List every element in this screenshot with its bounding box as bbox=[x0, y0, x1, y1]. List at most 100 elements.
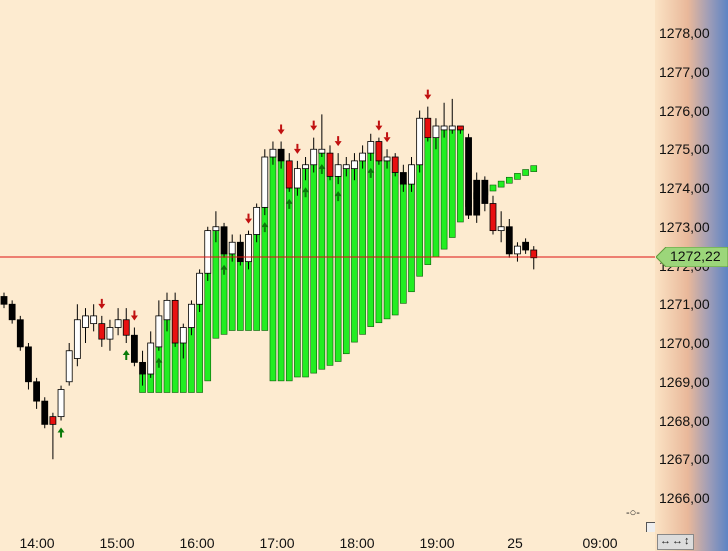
y-tick-label: 1273,00 bbox=[659, 218, 710, 235]
candle-body bbox=[375, 141, 383, 162]
sell-arrow bbox=[245, 213, 252, 224]
y-tick-label: 1266,00 bbox=[659, 490, 710, 506]
candle-body bbox=[408, 164, 415, 185]
candle-body bbox=[65, 350, 73, 383]
trail-stop-bar bbox=[383, 160, 391, 320]
x-tick-label: 18:00 bbox=[339, 535, 375, 551]
trail-stop-bar bbox=[448, 129, 456, 238]
sell-arrow bbox=[310, 120, 318, 131]
trail-stop-bar bbox=[334, 176, 342, 362]
candle-body bbox=[514, 245, 521, 255]
candle-body bbox=[41, 400, 49, 425]
y-tick-label: 1270,00 bbox=[659, 335, 710, 351]
candle-body bbox=[326, 152, 334, 177]
candle-body bbox=[359, 152, 367, 162]
trail-stop-bar bbox=[367, 152, 375, 327]
x-tick-label: 15:00 bbox=[99, 535, 135, 551]
candle-body bbox=[383, 156, 391, 162]
buy-arrow bbox=[220, 264, 228, 275]
trail-stop-bar bbox=[277, 160, 285, 382]
candle-body bbox=[522, 241, 529, 251]
candle-body bbox=[489, 203, 497, 232]
price-axis[interactable]: 1266,00 1267,00 1268,00 1269,00 1270,00 1271,… bbox=[655, 0, 728, 551]
trail-stop-bar bbox=[285, 187, 293, 382]
candle-body bbox=[351, 160, 358, 170]
candle-body bbox=[293, 168, 301, 189]
trail-stop-bar bbox=[351, 168, 358, 343]
trail-stop-bar bbox=[457, 129, 464, 223]
candle-body bbox=[147, 342, 155, 375]
candle-body bbox=[391, 156, 399, 173]
candle-body bbox=[155, 315, 163, 348]
candle-body bbox=[497, 226, 505, 232]
candle-body bbox=[253, 206, 261, 235]
buy-arrow bbox=[285, 198, 293, 209]
last-price-label: 1272,22 bbox=[670, 247, 721, 264]
trail-stop-bar bbox=[408, 183, 415, 293]
candle-body bbox=[0, 296, 8, 305]
candle-body bbox=[277, 148, 285, 162]
candle-body bbox=[90, 315, 98, 325]
trail-stop-bar bbox=[505, 176, 513, 184]
x-tick-label: 14:00 bbox=[19, 535, 55, 551]
candle-body bbox=[98, 323, 106, 340]
candle-body bbox=[448, 125, 456, 131]
candle-body bbox=[473, 179, 481, 216]
x-tick-label: 25 bbox=[507, 535, 523, 551]
candle-body bbox=[130, 334, 138, 363]
y-tick-label: 1275,00 bbox=[659, 141, 710, 158]
x-tick-label: 17:00 bbox=[259, 535, 295, 551]
candle-body bbox=[334, 164, 342, 177]
candle-body bbox=[228, 241, 236, 255]
trail-stop-bar bbox=[375, 160, 383, 324]
candle-body bbox=[285, 160, 293, 189]
candle-body bbox=[310, 148, 318, 166]
trail-stop-bar bbox=[237, 261, 244, 331]
candle-body bbox=[114, 319, 122, 328]
trail-stop-bar bbox=[310, 164, 318, 374]
sell-arrow bbox=[383, 132, 391, 143]
chart-link-icon[interactable]: -○- bbox=[626, 507, 640, 519]
candle-body bbox=[399, 172, 407, 185]
sell-arrow bbox=[293, 143, 301, 154]
candle-body bbox=[179, 327, 187, 344]
y-tick-label: 1274,00 bbox=[659, 180, 710, 196]
trail-stop-bar bbox=[269, 156, 277, 382]
trail-stop-bar bbox=[424, 137, 432, 265]
sell-arrow bbox=[98, 298, 106, 309]
trail-stop-bar bbox=[489, 184, 497, 192]
trail-stop-bar bbox=[204, 272, 212, 382]
chart-plot-area[interactable]: -○- bbox=[0, 0, 657, 533]
buy-arrow bbox=[122, 350, 130, 360]
candle-body bbox=[73, 319, 81, 359]
axis-scroll-buttons[interactable]: ↔↔↕ bbox=[657, 534, 694, 550]
candle-body bbox=[245, 234, 252, 263]
trail-stop-bar bbox=[318, 152, 326, 370]
trail-stop-bar bbox=[359, 160, 366, 335]
candle-body bbox=[25, 346, 32, 383]
trail-stop-bar bbox=[391, 172, 399, 316]
y-tick-label: 1267,00 bbox=[659, 451, 710, 468]
candle-body bbox=[302, 164, 309, 170]
trail-stop-bar bbox=[171, 342, 179, 393]
last-price-tag: 1272,22 bbox=[656, 246, 728, 267]
trail-stop-bar bbox=[342, 168, 350, 355]
x-tick-label: 16:00 bbox=[179, 535, 215, 551]
trail-stop-bar bbox=[530, 165, 538, 172]
candle-body bbox=[122, 319, 130, 336]
candle-body bbox=[342, 164, 350, 170]
time-axis[interactable]: 14:00 15:00 16:00 17:00 18:00 19:00 25 09:00 bbox=[0, 532, 655, 551]
trail-stop-bar bbox=[440, 129, 448, 250]
x-tick-label: 19:00 bbox=[419, 535, 455, 551]
x-tick-label: 09:00 bbox=[582, 535, 618, 551]
candle-body bbox=[57, 389, 65, 418]
candlestick-chart bbox=[0, 89, 655, 460]
buy-arrow bbox=[57, 427, 65, 438]
trail-stop-bar bbox=[522, 169, 529, 176]
buy-arrow bbox=[367, 167, 375, 178]
trail-stop-bar bbox=[212, 230, 220, 339]
candle-body bbox=[220, 226, 228, 255]
candle-body bbox=[424, 117, 432, 139]
candle-body bbox=[416, 117, 424, 166]
candle-body bbox=[456, 125, 464, 131]
